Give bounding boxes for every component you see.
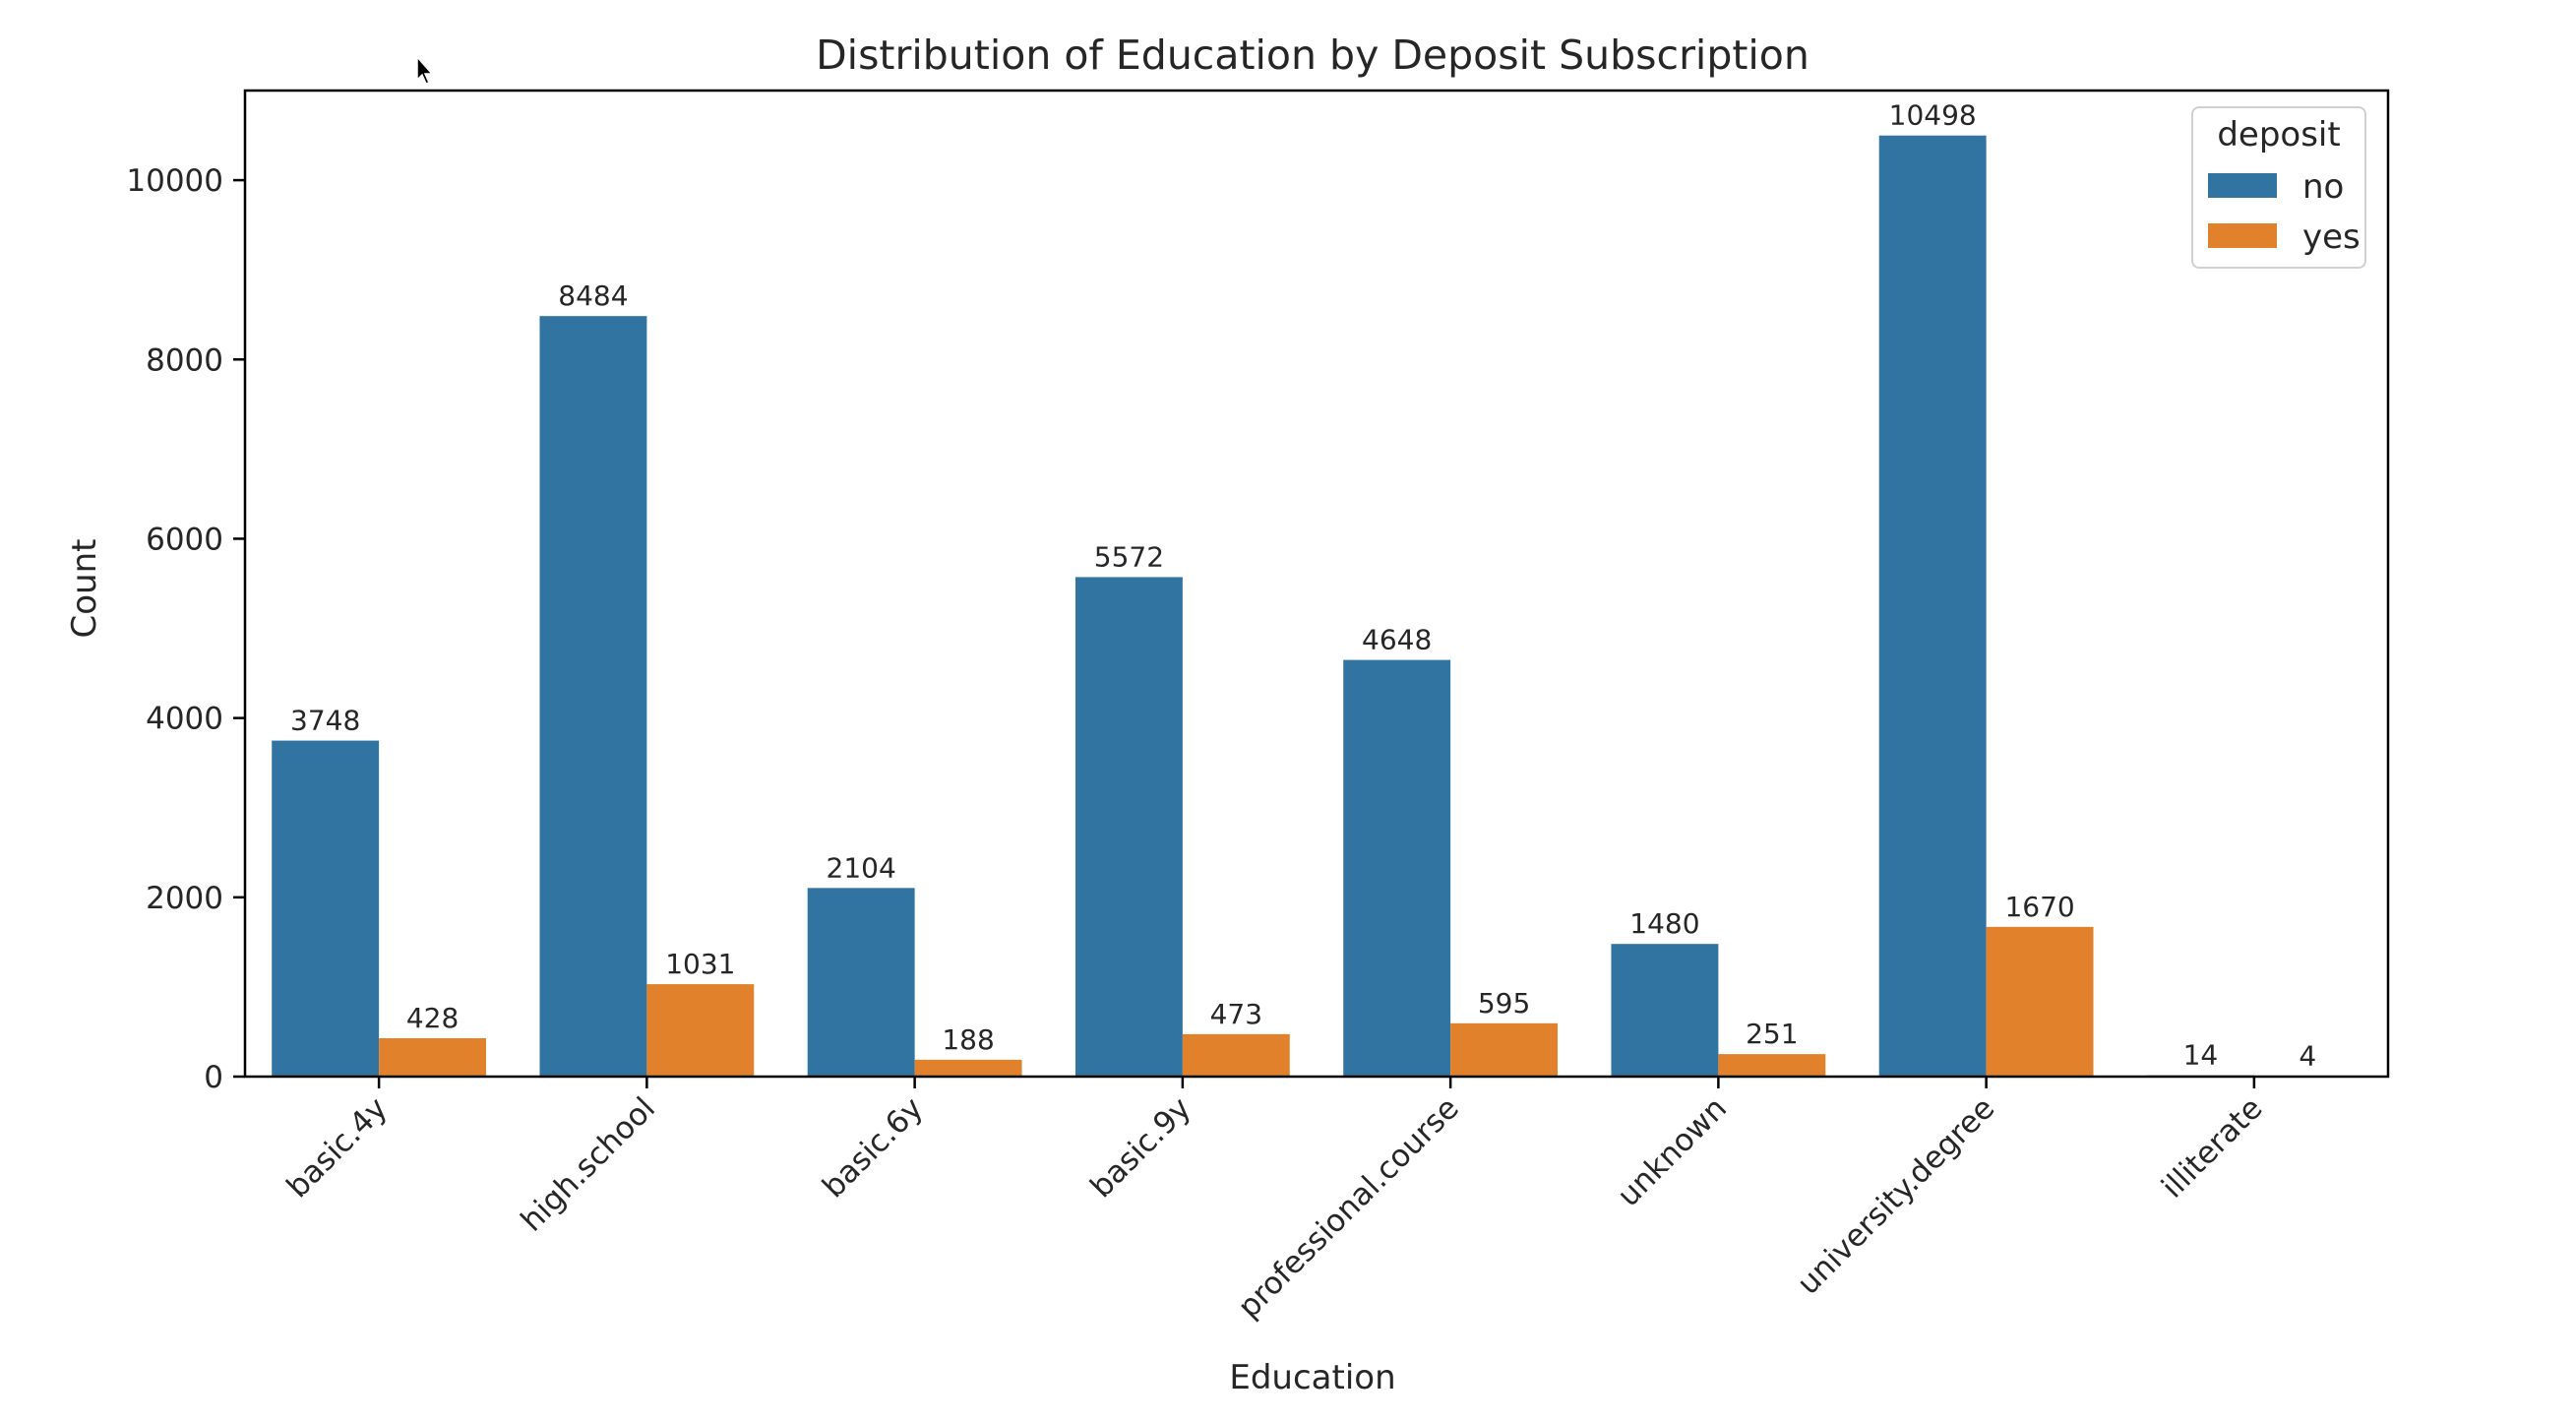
y-tick-label: 8000	[146, 342, 223, 378]
bar-yes-basic.9y	[1182, 1033, 1290, 1077]
data-label-yes-illiterate: 4	[2299, 1040, 2316, 1073]
y-tick-label: 10000	[126, 163, 223, 199]
y-axis-label: Count	[65, 539, 104, 639]
legend: deposit no yes	[2191, 106, 2366, 269]
plot-frame	[243, 89, 2390, 1079]
bar-yes-basic.4y	[379, 1038, 487, 1077]
chart-title: Distribution of Education by Deposit Sub…	[816, 31, 1809, 79]
bar-no-unknown	[1611, 944, 1719, 1077]
bar-yes-professional.course	[1450, 1022, 1559, 1077]
x-tick-label: basic.4y	[280, 1090, 395, 1205]
bar-no-professional.course	[1343, 659, 1451, 1077]
data-label-yes-university.degree: 1670	[2004, 891, 2074, 923]
legend-title: deposit	[2217, 115, 2340, 155]
bar-no-high.school	[539, 316, 647, 1078]
x-tick-label: high.school	[515, 1090, 662, 1238]
legend-label-yes: yes	[2302, 217, 2361, 257]
y-tick-label: 4000	[146, 702, 223, 737]
data-label-no-illiterate: 14	[2183, 1039, 2219, 1072]
legend-label-no: no	[2302, 167, 2344, 207]
data-label-no-university.degree: 10498	[1889, 99, 1977, 132]
bar-no-basic.6y	[807, 888, 915, 1077]
data-label-yes-professional.course: 595	[1478, 987, 1530, 1020]
x-tick-label: basic.9y	[1083, 1090, 1197, 1205]
data-label-no-professional.course: 4648	[1362, 624, 1432, 656]
bar-no-university.degree	[1878, 135, 1987, 1077]
bar-yes-university.degree	[1986, 926, 2094, 1077]
plot-area: 3748 8484 2104 5572 4648 1480 10498 14 428 1031 18…	[272, 99, 2361, 1078]
x-tick-label: illiterate	[2155, 1090, 2269, 1205]
data-label-no-basic.9y: 5572	[1094, 540, 1164, 573]
legend-swatch-yes	[2208, 223, 2277, 248]
x-axis-label: Education	[1229, 1358, 1395, 1397]
data-label-yes-basic.6y: 188	[942, 1023, 994, 1056]
legend-swatch-no	[2208, 173, 2277, 198]
mouse-cursor-icon	[416, 56, 434, 85]
bar-no-basic.4y	[272, 740, 380, 1077]
data-label-yes-unknown: 251	[1746, 1018, 1798, 1050]
data-label-no-unknown: 1480	[1629, 907, 1699, 940]
y-tick-label: 0	[204, 1060, 223, 1095]
data-label-yes-basic.9y: 473	[1210, 998, 1262, 1030]
x-tick-label: basic.6y	[816, 1090, 930, 1205]
y-tick-label: 6000	[146, 522, 223, 557]
x-tick-label: unknown	[1611, 1090, 1734, 1213]
bar-yes-basic.6y	[914, 1059, 1022, 1077]
data-label-no-basic.4y: 3748	[290, 705, 360, 737]
x-tick-label: university.degree	[1791, 1090, 2002, 1302]
x-tick-label: professional.course	[1231, 1090, 1466, 1326]
data-label-yes-high.school: 1031	[665, 948, 735, 980]
data-label-no-high.school: 8484	[558, 279, 628, 312]
data-label-no-basic.6y: 2104	[827, 851, 896, 884]
bar-yes-high.school	[646, 984, 755, 1077]
bar-yes-unknown	[1718, 1054, 1826, 1077]
y-tick-label: 2000	[146, 881, 223, 916]
bar-no-basic.9y	[1074, 577, 1183, 1077]
data-label-yes-basic.4y: 428	[406, 1002, 459, 1034]
